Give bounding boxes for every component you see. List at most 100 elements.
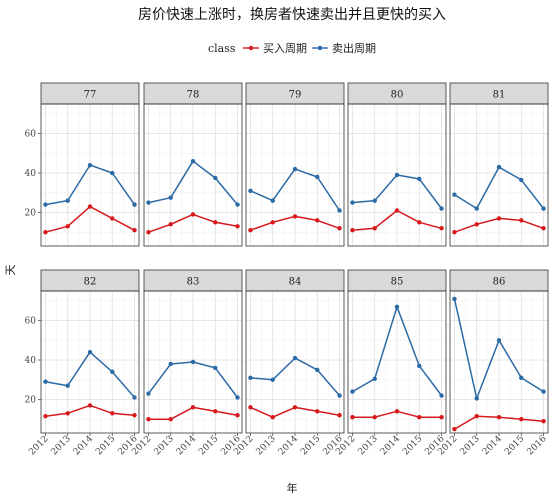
legend-label-sell: 卖出周期 <box>332 41 376 55</box>
data-point-sell <box>235 202 240 207</box>
data-point-sell <box>213 365 218 371</box>
legend-title: class <box>208 42 236 55</box>
data-point-buy <box>496 216 502 221</box>
data-point-buy <box>235 224 240 229</box>
data-point-sell <box>190 158 196 164</box>
data-point-buy <box>417 415 422 420</box>
data-point-sell <box>541 206 546 211</box>
data-point-buy <box>350 415 355 420</box>
x-tick-label: 2015 <box>401 434 424 457</box>
data-point-sell <box>87 162 93 168</box>
x-tick-label: 2015 <box>197 434 220 457</box>
data-point-sell <box>65 383 70 388</box>
x-tick-label: 2014 <box>175 434 198 457</box>
y-tick-label: 20 <box>25 208 37 218</box>
data-point-sell <box>394 304 400 309</box>
data-point-buy <box>248 228 253 233</box>
data-point-buy <box>87 204 93 209</box>
data-point-buy <box>337 226 342 231</box>
data-point-sell <box>43 202 48 207</box>
facet-strip-label: 77 <box>84 90 97 101</box>
facet-strip-label: 80 <box>391 90 404 101</box>
data-point-buy <box>337 413 342 418</box>
data-point-buy <box>235 413 240 418</box>
data-point-buy <box>315 409 320 414</box>
data-point-buy <box>519 218 524 223</box>
facet-strip-label: 81 <box>493 90 506 101</box>
data-point-sell <box>394 172 400 178</box>
data-point-sell <box>417 176 422 182</box>
data-point-sell <box>439 393 444 398</box>
data-point-buy <box>43 229 48 235</box>
data-point-buy <box>190 405 196 410</box>
data-point-sell <box>146 200 151 205</box>
data-point-buy <box>146 416 151 422</box>
data-point-buy <box>519 416 524 422</box>
data-point-sell <box>87 349 93 355</box>
data-point-sell <box>270 377 275 382</box>
facet-strip-label: 79 <box>289 90 302 101</box>
data-point-buy <box>168 416 173 422</box>
data-point-buy <box>350 228 355 233</box>
panel-border <box>347 103 447 247</box>
x-tick-label: 2015 <box>299 434 322 457</box>
facet-panel-79: 79 <box>245 82 345 247</box>
data-point-sell <box>452 296 457 302</box>
x-tick-label: 2016 <box>525 434 548 457</box>
data-point-sell <box>439 206 444 211</box>
data-point-sell <box>350 389 355 394</box>
facet-strip-label: 85 <box>391 277 404 288</box>
data-point-sell <box>372 376 377 381</box>
facet-strip-label: 83 <box>187 277 200 288</box>
data-point-sell <box>372 198 377 203</box>
data-point-buy <box>248 405 253 410</box>
panel-border <box>449 103 549 247</box>
data-point-buy <box>110 411 115 416</box>
data-point-sell <box>235 395 240 400</box>
data-point-buy <box>213 220 218 225</box>
data-point-buy <box>372 415 377 420</box>
x-tick-label: 2013 <box>153 434 176 457</box>
x-tick-label: 2014 <box>277 434 300 457</box>
facet-panel-77: 77 20 40 60 <box>25 82 140 247</box>
facet-panel-81: 81 <box>449 82 549 247</box>
data-point-sell <box>248 188 253 193</box>
panel-border <box>245 103 345 247</box>
data-point-buy <box>474 414 479 419</box>
data-point-sell <box>43 379 48 384</box>
panel-border <box>143 103 243 247</box>
data-point-sell <box>496 338 502 343</box>
data-point-sell <box>474 206 479 211</box>
data-point-buy <box>394 409 400 414</box>
data-point-sell <box>213 175 218 181</box>
y-tick-label: 60 <box>25 130 37 140</box>
data-point-sell <box>110 170 115 176</box>
data-point-sell <box>519 375 524 380</box>
data-point-sell <box>132 395 137 400</box>
data-point-sell <box>168 361 173 367</box>
y-tick-label: 20 <box>25 395 37 405</box>
legend-key-sell-dot <box>317 45 323 51</box>
facet-strip-label: 82 <box>84 277 97 288</box>
data-point-sell <box>65 198 70 203</box>
data-point-sell <box>519 177 524 183</box>
x-tick-label: 2013 <box>255 434 278 457</box>
chart-title: 房价快速上涨时，换房者快速卖出并且更快的买入 <box>138 6 446 23</box>
x-tick-label: 2013 <box>50 434 73 457</box>
data-point-buy <box>541 226 546 231</box>
data-point-buy <box>270 415 275 420</box>
data-point-buy <box>417 220 422 225</box>
data-point-buy <box>132 413 137 418</box>
data-point-sell <box>541 389 546 394</box>
data-point-buy <box>65 224 70 229</box>
data-point-buy <box>439 226 444 231</box>
data-point-sell <box>132 202 137 207</box>
x-axis-title: 年 <box>287 481 298 495</box>
data-point-buy <box>474 222 479 227</box>
data-point-buy <box>43 414 48 419</box>
data-point-buy <box>452 426 457 432</box>
